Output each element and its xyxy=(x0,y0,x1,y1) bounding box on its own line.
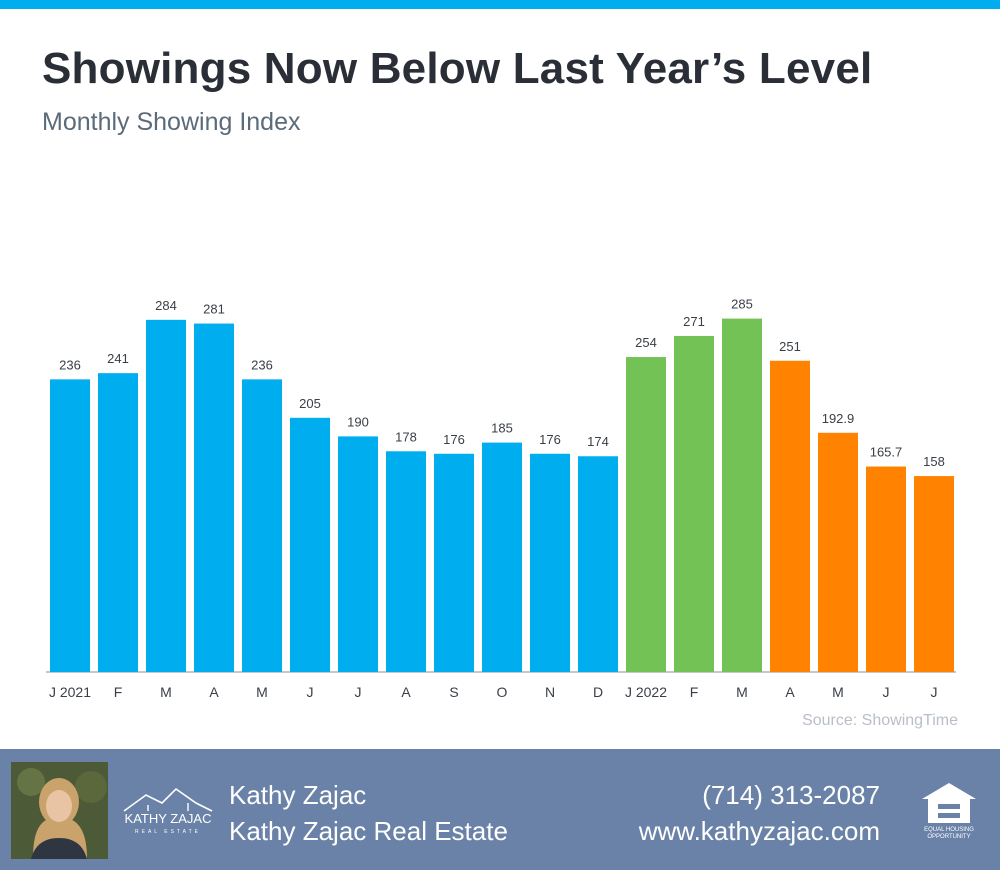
logo-subtext: REAL ESTATE xyxy=(135,829,201,835)
bar-18 xyxy=(914,476,954,672)
bar-value-label-1: 241 xyxy=(107,351,129,366)
top-accent-bar xyxy=(0,0,1000,9)
bar-chart: 236 J 2021 241 F 284 M 281 A 236 M 205 J 190 J 178 A 176… xyxy=(46,297,956,700)
bar-value-label-3: 281 xyxy=(203,302,225,317)
bar-6 xyxy=(338,436,378,672)
page-title: Showings Now Below Last Year’s Level xyxy=(42,44,873,93)
bar-9 xyxy=(482,442,522,672)
source-note: Source: ShowingTime xyxy=(802,712,958,729)
logo-text: KATHY ZAJAC xyxy=(125,811,212,826)
x-tick-label-5: J xyxy=(307,684,314,700)
bar-value-label-16: 192.9 xyxy=(822,411,855,426)
bar-value-label-2: 284 xyxy=(155,298,177,313)
bar-11 xyxy=(578,456,618,672)
x-tick-label-16: M xyxy=(832,684,844,700)
x-tick-label-2: M xyxy=(160,684,172,700)
equal-housing-icon: EQUAL HOUSING OPPORTUNITY xyxy=(922,783,976,840)
bar-8 xyxy=(434,453,474,672)
bar-1 xyxy=(98,373,138,672)
bar-14 xyxy=(722,318,762,672)
agent-name: Kathy Zajac xyxy=(229,780,367,810)
bar-16 xyxy=(818,432,858,672)
bar-value-label-14: 285 xyxy=(731,297,753,312)
x-tick-label-4: M xyxy=(256,684,268,700)
bar-13 xyxy=(674,335,714,672)
eho-line2: OPPORTUNITY xyxy=(927,834,970,840)
bar-value-label-9: 185 xyxy=(491,421,513,436)
agent-portrait-icon xyxy=(11,762,108,859)
eho-line1: EQUAL HOUSING xyxy=(924,827,974,833)
contact-info: (714) 313-2087 www.kathyzajac.com xyxy=(639,777,880,849)
bar-value-label-6: 190 xyxy=(347,414,369,429)
x-tick-label-10: N xyxy=(545,684,555,700)
bar-value-label-4: 236 xyxy=(251,357,273,372)
bar-10 xyxy=(530,453,570,672)
phone-number[interactable]: (714) 313-2087 xyxy=(702,780,880,810)
company-logo: KATHY ZAJAC REAL ESTATE xyxy=(118,781,218,837)
x-tick-label-11: D xyxy=(593,684,603,700)
x-tick-label-1: F xyxy=(114,684,123,700)
footer-bar: KATHY ZAJAC REAL ESTATE Kathy Zajac Kath… xyxy=(0,749,1000,870)
bar-value-label-15: 251 xyxy=(779,339,801,354)
bar-value-label-13: 271 xyxy=(683,314,705,329)
bar-value-label-17: 165.7 xyxy=(870,445,903,460)
bar-17 xyxy=(866,466,906,672)
x-tick-label-14: M xyxy=(736,684,748,700)
bar-12 xyxy=(626,357,666,672)
website-link[interactable]: www.kathyzajac.com xyxy=(638,816,880,846)
x-tick-label-12: J 2022 xyxy=(625,684,667,700)
bar-value-label-7: 178 xyxy=(395,429,417,444)
x-tick-label-15: A xyxy=(785,684,795,700)
x-tick-label-7: A xyxy=(401,684,411,700)
bar-2 xyxy=(146,319,186,672)
x-tick-label-17: J xyxy=(883,684,890,700)
x-tick-label-9: O xyxy=(497,684,508,700)
x-tick-label-13: F xyxy=(690,684,699,700)
agent-info: Kathy Zajac Kathy Zajac Real Estate xyxy=(229,777,508,849)
bar-value-label-0: 236 xyxy=(59,357,81,372)
bar-value-label-18: 158 xyxy=(923,454,945,469)
bar-value-label-8: 176 xyxy=(443,432,465,447)
agent-photo xyxy=(11,762,108,859)
bar-15 xyxy=(770,360,810,672)
bar-value-label-12: 254 xyxy=(635,335,657,350)
bar-value-label-10: 176 xyxy=(539,432,561,447)
page-subtitle: Monthly Showing Index xyxy=(42,108,301,136)
x-tick-label-18: J xyxy=(931,684,938,700)
bar-3 xyxy=(194,323,234,672)
bar-value-label-11: 174 xyxy=(587,434,609,449)
company-name: Kathy Zajac Real Estate xyxy=(229,816,508,846)
x-tick-label-8: S xyxy=(449,684,458,700)
bar-0 xyxy=(50,379,90,672)
x-tick-label-0: J 2021 xyxy=(49,684,91,700)
bar-4 xyxy=(242,379,282,672)
x-tick-label-6: J xyxy=(355,684,362,700)
bar-5 xyxy=(290,417,330,672)
bar-value-label-5: 205 xyxy=(299,396,321,411)
bar-7 xyxy=(386,451,426,672)
x-tick-label-3: A xyxy=(209,684,219,700)
